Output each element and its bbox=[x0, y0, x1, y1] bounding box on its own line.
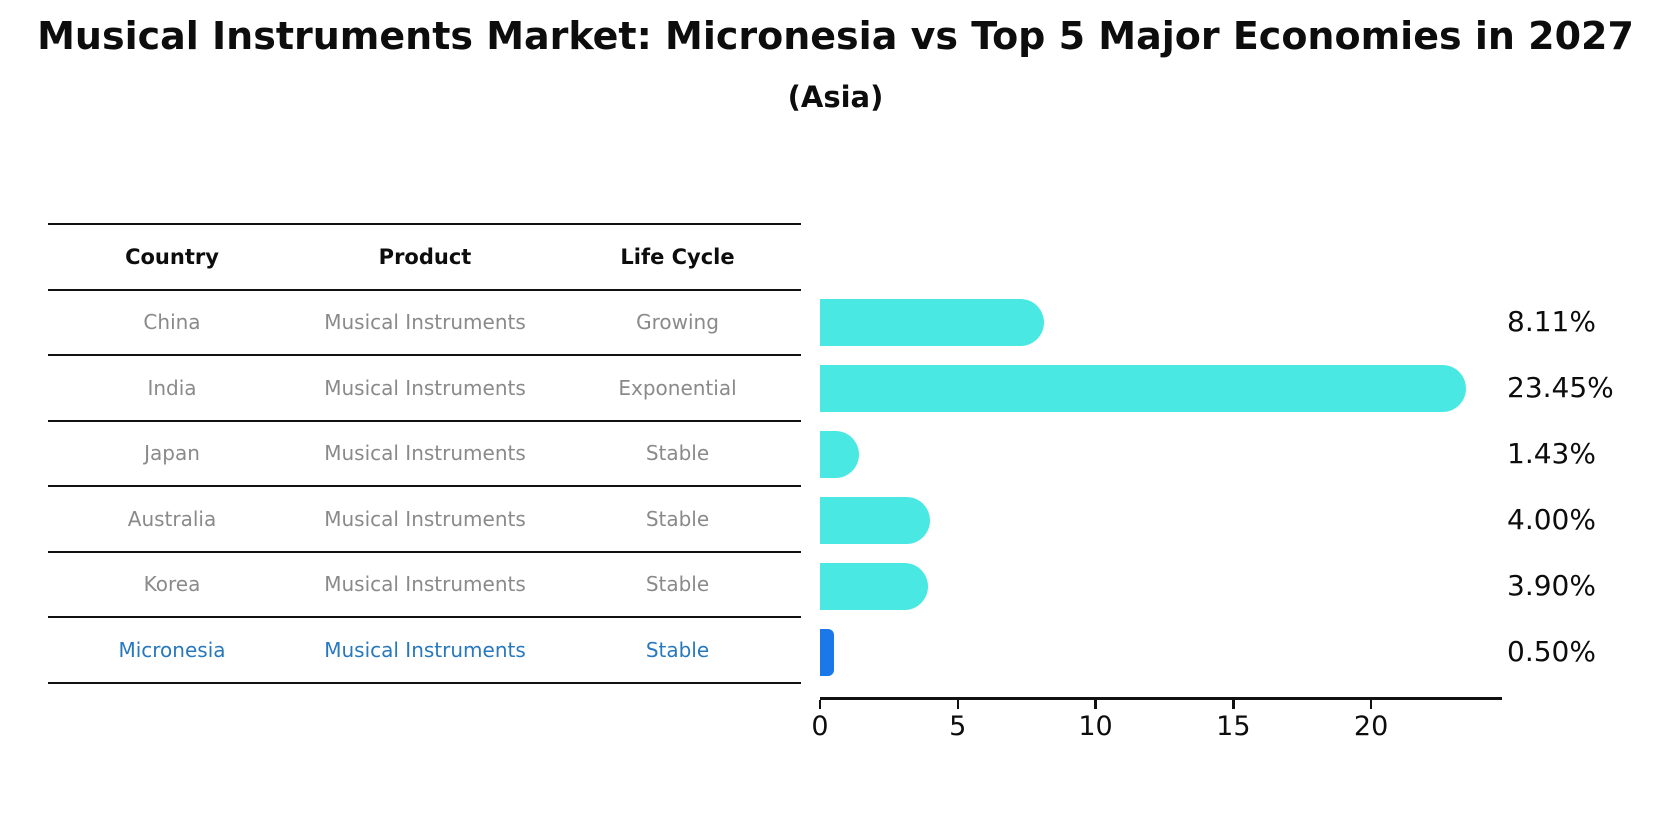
x-axis-tick-label: 0 bbox=[811, 711, 829, 742]
bar-row-band bbox=[820, 487, 1502, 553]
bar-row-band bbox=[820, 421, 1502, 487]
x-axis-line bbox=[820, 697, 1502, 700]
chart-title: Musical Instruments Market: Micronesia v… bbox=[37, 14, 1634, 58]
x-axis-tick-label: 10 bbox=[1078, 711, 1113, 742]
table-row: China Musical Instruments Growing bbox=[48, 291, 801, 356]
table-cell-country: Korea bbox=[143, 572, 201, 597]
table-cell-product: Musical Instruments bbox=[324, 375, 526, 400]
bar-value-label: 0.50% bbox=[1507, 635, 1596, 668]
x-axis-tick-label: 20 bbox=[1353, 711, 1389, 742]
bar-row-band bbox=[820, 355, 1502, 421]
value-bar bbox=[820, 562, 928, 610]
table-row: Japan Musical Instruments Stable bbox=[48, 422, 801, 487]
table-cell-product: Musical Instruments bbox=[324, 310, 526, 335]
table-row: India Musical Instruments Exponential bbox=[48, 356, 801, 422]
bar-value-label: 8.11% bbox=[1507, 305, 1596, 338]
table-cell-lifecycle: Growing bbox=[636, 310, 719, 335]
bar-row-band bbox=[820, 553, 1502, 619]
table-body: China Musical Instruments Growing India … bbox=[48, 291, 801, 684]
table-cell-lifecycle: Stable bbox=[645, 441, 710, 466]
bar-value-label: 23.45% bbox=[1507, 371, 1614, 404]
table-cell-lifecycle: Stable bbox=[645, 637, 710, 662]
value-bar bbox=[820, 298, 1044, 346]
bar-plot-area bbox=[820, 289, 1502, 685]
table-cell-country: India bbox=[147, 375, 197, 400]
bar-value-label: 1.43% bbox=[1507, 437, 1596, 470]
column-header-product: Product bbox=[378, 244, 472, 269]
bar-row-band bbox=[820, 289, 1502, 355]
value-bar bbox=[820, 628, 834, 676]
x-axis-tick bbox=[956, 699, 960, 709]
table-cell-lifecycle: Exponential bbox=[618, 375, 737, 400]
column-header-lifecycle: Life Cycle bbox=[620, 244, 735, 269]
x-axis-tick bbox=[818, 699, 822, 709]
table-cell-country: Australia bbox=[127, 506, 217, 531]
table-cell-product: Musical Instruments bbox=[324, 637, 526, 662]
x-axis-tick bbox=[1369, 699, 1373, 709]
table-cell-country: Japan bbox=[144, 441, 200, 466]
chart-subtitle: (Asia) bbox=[787, 80, 884, 114]
table-cell-product: Musical Instruments bbox=[324, 572, 526, 597]
value-bar bbox=[820, 496, 931, 544]
table-cell-lifecycle: Stable bbox=[645, 572, 710, 597]
value-bar bbox=[820, 430, 860, 478]
x-axis-tick bbox=[1094, 699, 1097, 709]
table-cell-country: China bbox=[143, 310, 201, 335]
bar-value-label: 4.00% bbox=[1507, 503, 1596, 536]
table-cell-product: Musical Instruments bbox=[324, 506, 526, 531]
table-header-row: Country Product Life Cycle bbox=[48, 225, 801, 291]
table-cell-country: Micronesia bbox=[118, 637, 226, 662]
x-axis-tick-label: 15 bbox=[1216, 711, 1251, 742]
table-row: Micronesia Musical Instruments Stable bbox=[48, 618, 801, 684]
bar-value-label: 3.90% bbox=[1507, 569, 1596, 602]
bar-row-band bbox=[820, 619, 1502, 685]
table-row: Korea Musical Instruments Stable bbox=[48, 553, 801, 618]
x-axis-tick bbox=[1232, 699, 1235, 709]
table-cell-product: Musical Instruments bbox=[324, 441, 526, 466]
table-cell-lifecycle: Stable bbox=[645, 506, 710, 531]
table-row: Australia Musical Instruments Stable bbox=[48, 487, 801, 553]
country-table: Country Product Life Cycle China Musical… bbox=[48, 223, 801, 684]
value-bar bbox=[820, 364, 1467, 412]
x-axis-tick-label: 5 bbox=[949, 711, 967, 742]
column-header-country: Country bbox=[125, 244, 219, 269]
